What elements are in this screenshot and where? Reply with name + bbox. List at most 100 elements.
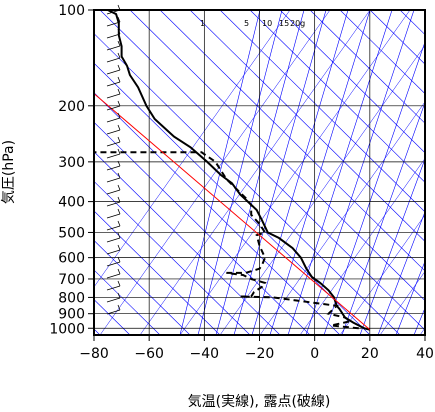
mixing-ratio-line	[219, 44, 425, 335]
wind-barb	[106, 189, 121, 195]
moist-adiabat-line	[377, 210, 425, 335]
wind-barb-feather	[117, 64, 121, 71]
wind-barb	[106, 45, 121, 51]
moist-adiabat-line	[341, 101, 425, 335]
wind-barb-feather	[117, 28, 121, 35]
wind-barb	[106, 297, 121, 303]
mixing-ratio-line	[339, 214, 425, 335]
parcel-line	[94, 92, 371, 330]
wind-barb-feather	[117, 52, 121, 59]
wind-barb-feather	[117, 172, 121, 179]
wind-barb	[106, 273, 121, 279]
wind-barb	[106, 309, 121, 315]
moist-adiabat-line	[251, 10, 349, 335]
wind-barb-feather	[117, 136, 121, 143]
x-tick-label: −20	[245, 346, 275, 362]
moist-adiabat-line	[287, 10, 393, 335]
adiabat-line	[430, 10, 435, 335]
adiabat-line	[99, 10, 425, 331]
wind-barb-feather	[117, 196, 121, 203]
wind-barb	[106, 93, 121, 99]
wind-barb-feather	[117, 124, 121, 131]
moist-adiabat-line	[359, 158, 425, 335]
wind-barb	[106, 117, 121, 123]
mixing-ratio-label: 15	[279, 19, 289, 28]
y-tick-label: 300	[58, 155, 85, 171]
y-tick-label: 500	[58, 225, 85, 241]
wind-barb	[106, 153, 121, 159]
y-tick-label: 1000	[49, 321, 85, 337]
adiabat-line	[339, 10, 425, 95]
mixing-ratio-labels: 1 5 10 15 20g	[200, 19, 305, 28]
x-axis-label: 気温(実線), 露点(破線)	[188, 394, 331, 410]
wind-barb	[106, 213, 121, 219]
y-tick-label: 600	[58, 251, 85, 267]
wind-barb	[106, 237, 121, 243]
mixing-ratio-label: 1	[200, 19, 205, 28]
adiabat-line	[159, 10, 425, 272]
adiabat-line	[189, 10, 425, 242]
wind-barb	[106, 81, 121, 87]
wind-barb-feather	[117, 16, 121, 23]
wind-barb	[106, 141, 121, 147]
mixing-ratio-line	[94, 10, 291, 288]
mixing-ratio-label: 10	[262, 19, 272, 28]
adiabat-line	[279, 10, 425, 154]
x-tick-label: 40	[416, 346, 434, 362]
mixing-ratio-line	[379, 270, 425, 335]
wind-barb-feather	[117, 76, 121, 83]
wind-barb-feather	[117, 148, 121, 155]
wind-barb	[106, 105, 121, 111]
pressure-grid	[94, 10, 425, 335]
mixing-ratio-line	[99, 10, 331, 335]
x-axis-ticks: −80 −60 −40 −20 0 20 40	[79, 335, 434, 362]
wind-barb	[106, 225, 121, 231]
adiabat-line	[94, 240, 191, 335]
wind-barb	[106, 249, 121, 255]
moist-adiabat-line	[197, 10, 283, 335]
wind-barb	[106, 69, 121, 75]
x-tick-label: −40	[190, 346, 220, 362]
moist-adiabat-line	[395, 260, 425, 335]
mixing-ratio-label: 20g	[290, 19, 305, 28]
wind-barb-feather	[117, 208, 121, 215]
wind-barb	[106, 165, 121, 171]
wind-barb-feather	[117, 304, 121, 311]
mixing-ratio-line	[179, 10, 411, 335]
wind-barb-feather	[117, 100, 121, 107]
mixing-ratio-label: 5	[244, 19, 249, 28]
adiabat-line	[94, 210, 221, 335]
y-tick-label: 200	[58, 99, 85, 115]
wind-barb	[106, 261, 121, 267]
mixing-ratio-line	[299, 157, 425, 335]
wind-barb-feather	[117, 268, 121, 275]
adiabat-line	[94, 269, 161, 335]
wind-barb-feather	[117, 88, 121, 95]
wind-barb-feather	[117, 112, 121, 119]
adiabat-line	[94, 180, 251, 335]
wind-barb-feather	[117, 184, 121, 191]
moist-adiabat-line	[215, 10, 305, 335]
adiabat-line	[94, 151, 281, 335]
wind-barb-feather	[117, 220, 121, 227]
wind-barb-feather	[117, 160, 121, 167]
wind-barb	[106, 129, 121, 135]
wind-barb-feather	[117, 244, 121, 251]
series-group	[94, 10, 371, 331]
dewpoint-line	[94, 151, 359, 330]
wind-barb-feather	[117, 256, 121, 263]
y-tick-label: 100	[58, 3, 85, 19]
wind-barb-feather	[117, 40, 121, 47]
wind-barb-feather	[117, 292, 121, 299]
wind-barb	[106, 177, 121, 183]
moist-adiabat-line	[179, 10, 261, 335]
y-tick-label: 700	[58, 272, 85, 288]
wind-barb	[106, 33, 121, 39]
wind-barb	[106, 21, 121, 27]
moist-adiabat-line	[305, 10, 415, 335]
wind-barb-feather	[117, 232, 121, 239]
adiabat-line	[219, 10, 425, 213]
adiabat-line	[309, 10, 425, 124]
y-tick-label: 800	[58, 290, 85, 306]
wind-barb	[106, 201, 121, 207]
